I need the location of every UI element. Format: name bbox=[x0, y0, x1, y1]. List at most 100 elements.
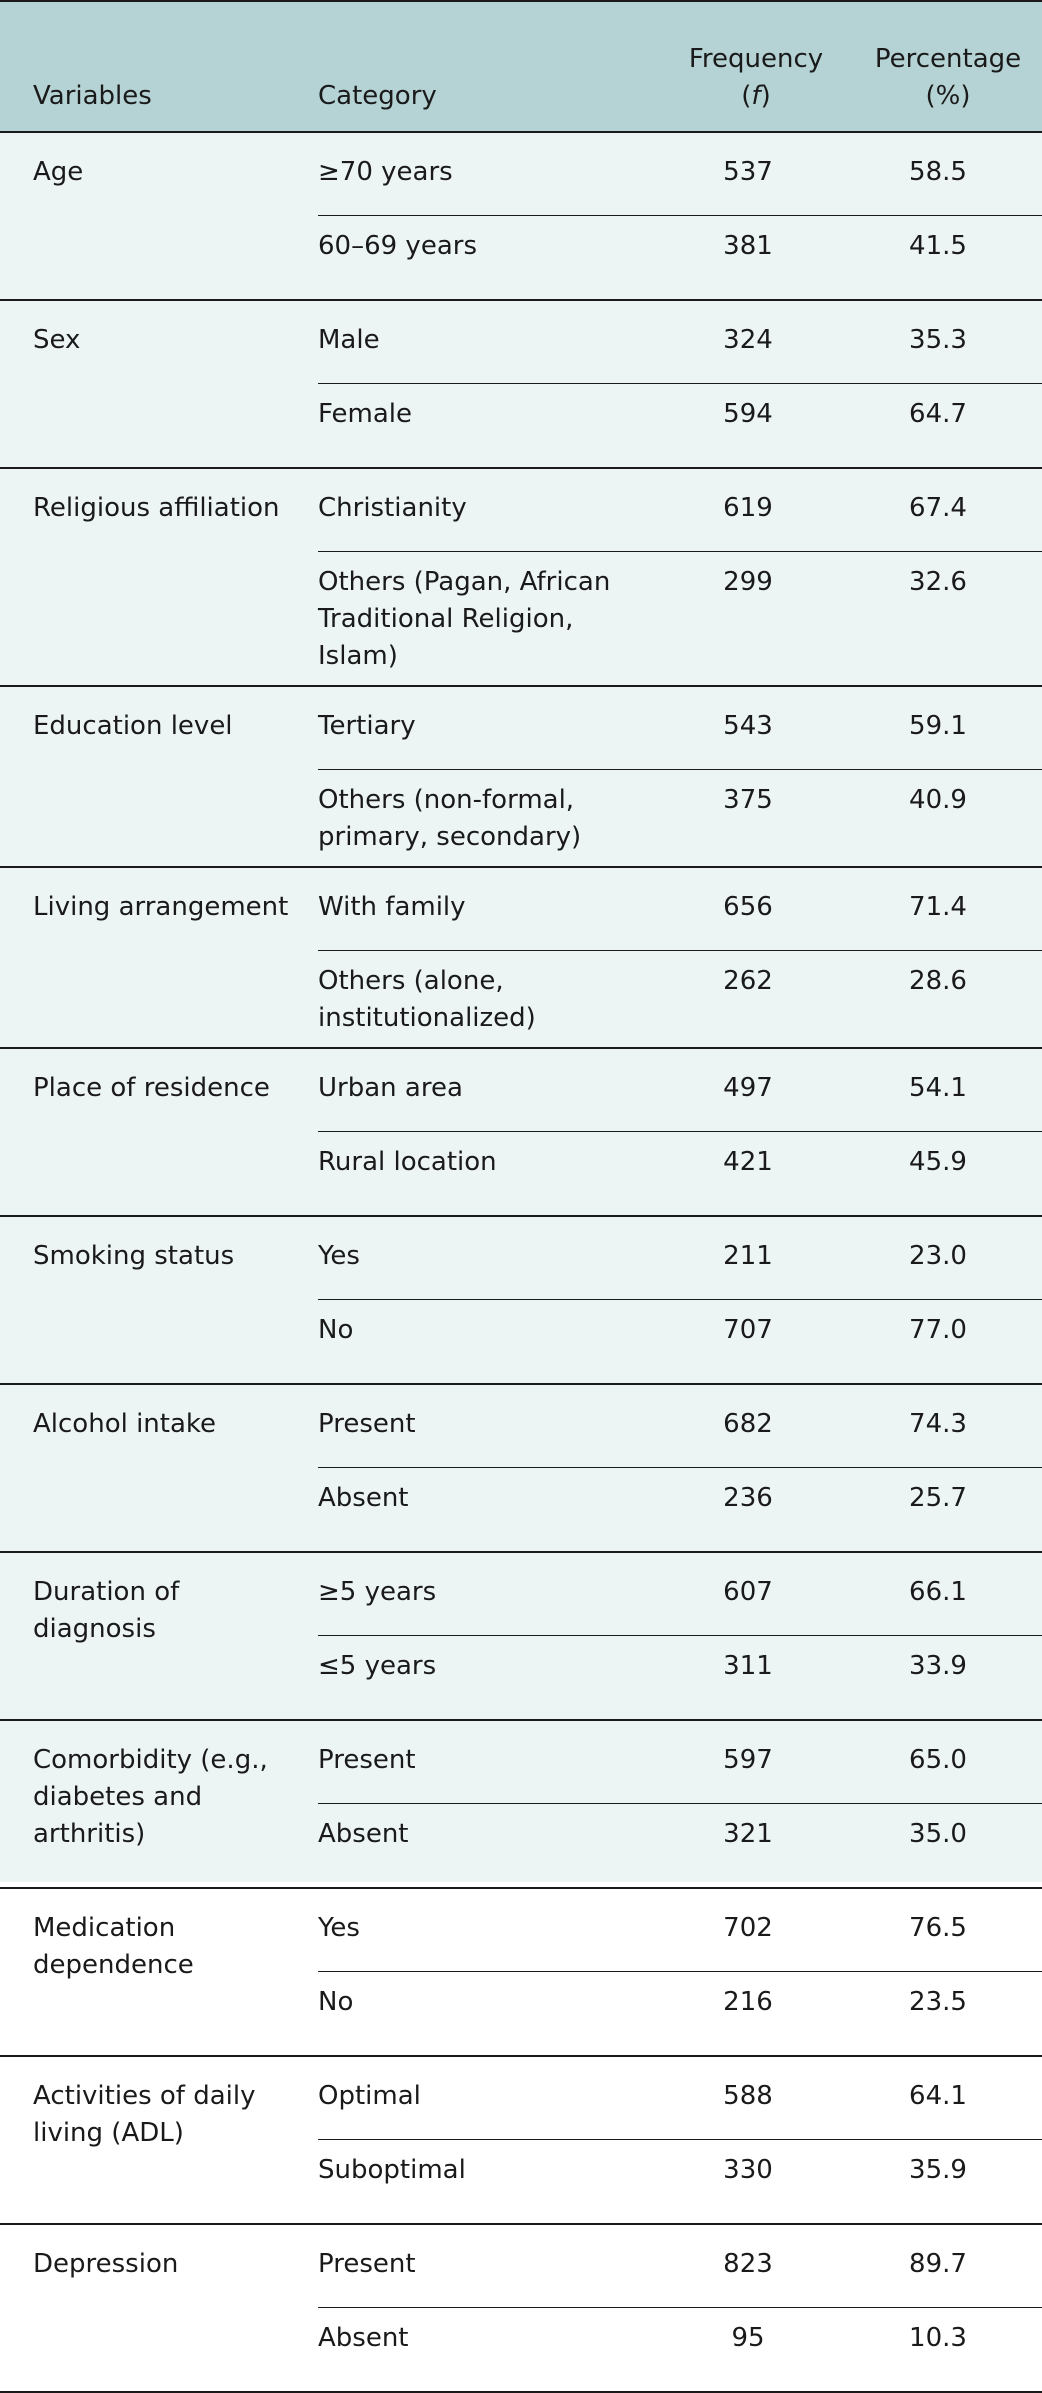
percentage-cell: 67.4 bbox=[854, 468, 1042, 552]
category-cell: Absent bbox=[318, 1803, 658, 1889]
header-frequency-close: ) bbox=[760, 81, 771, 111]
category-cell: Absent bbox=[318, 1467, 658, 1553]
table-row: Others (alone, institutionalized) 262 28.6 bbox=[0, 950, 1042, 1049]
category-cell: Suboptimal bbox=[318, 2139, 658, 2225]
table-row: Education level Tertiary 543 59.1 bbox=[0, 686, 1042, 868]
table-header: Variables Category Frequency (f) Percent… bbox=[0, 0, 1042, 133]
frequency-cell: 497 bbox=[658, 1048, 854, 1132]
category-cell: Christianity bbox=[318, 468, 658, 552]
table-row: Others (non-formal, primary, secondary) 3… bbox=[0, 769, 1042, 868]
table-row: 60–69 years 381 41.5 bbox=[0, 215, 1042, 301]
table-row: Place of residence Urban area 497 54.1 bbox=[0, 1048, 1042, 1217]
category-cell: No bbox=[318, 1299, 658, 1385]
category-cell: ≥70 years bbox=[318, 132, 658, 216]
variable-cell: Place of residence bbox=[0, 1048, 318, 1217]
table-row: Alcohol intake Present 682 74.3 bbox=[0, 1384, 1042, 1553]
category-cell: Others (Pagan, African Traditional Relig… bbox=[318, 551, 658, 687]
frequency-cell: 594 bbox=[658, 383, 854, 469]
table-row: Activities of daily living (ADL) Optimal 5… bbox=[0, 2056, 1042, 2225]
frequency-cell: 95 bbox=[658, 2307, 854, 2393]
category-cell: Rural location bbox=[318, 1131, 658, 1217]
category-cell: ≥5 years bbox=[318, 1552, 658, 1636]
percentage-cell: 65.0 bbox=[854, 1720, 1042, 1804]
variable-cell: Comorbidity (e.g., diabetes and arthriti… bbox=[0, 1720, 318, 1889]
variable-cell: Sex bbox=[0, 300, 318, 469]
frequency-cell: 381 bbox=[658, 215, 854, 301]
percentage-cell: 23.0 bbox=[854, 1216, 1042, 1300]
percentage-cell: 64.1 bbox=[854, 2056, 1042, 2140]
percentage-cell: 35.9 bbox=[854, 2139, 1042, 2225]
category-cell: Yes bbox=[318, 1216, 658, 1300]
category-cell: Present bbox=[318, 2224, 658, 2308]
category-cell: Optimal bbox=[318, 2056, 658, 2140]
percentage-cell: 41.5 bbox=[854, 215, 1042, 301]
percentage-cell: 89.7 bbox=[854, 2224, 1042, 2308]
frequency-cell: 619 bbox=[658, 468, 854, 552]
table-row: Medication dependence Yes 702 76.5 bbox=[0, 1888, 1042, 2057]
variable-cell: Living arrangement bbox=[0, 867, 318, 1049]
category-cell: Present bbox=[318, 1720, 658, 1804]
frequency-cell: 299 bbox=[658, 551, 854, 687]
variable-cell: Age bbox=[0, 132, 318, 301]
table-row: Depression Present 823 89.7 bbox=[0, 2224, 1042, 2393]
frequency-cell: 543 bbox=[658, 686, 854, 770]
category-cell: Female bbox=[318, 383, 658, 469]
category-cell: No bbox=[318, 1971, 658, 2057]
header-frequency: Frequency (f) bbox=[658, 0, 854, 133]
frequency-cell: 597 bbox=[658, 1720, 854, 1804]
frequency-cell: 375 bbox=[658, 769, 854, 868]
variable-cell: Education level bbox=[0, 686, 318, 868]
table-row: Sex Male 324 35.3 bbox=[0, 300, 1042, 469]
percentage-cell: 54.1 bbox=[854, 1048, 1042, 1132]
header-percentage-label: Percentage bbox=[874, 44, 1022, 74]
frequency-cell: 537 bbox=[658, 132, 854, 216]
table-row: Comorbidity (e.g., diabetes and arthriti… bbox=[0, 1720, 1042, 1889]
category-cell: Urban area bbox=[318, 1048, 658, 1132]
header-percentage: Percentage (%) bbox=[854, 0, 1042, 133]
header-percentage-unit: (%) bbox=[925, 81, 971, 111]
frequency-cell: 702 bbox=[658, 1888, 854, 1972]
table-row: Religious affiliation Christianity 619 67.4 bbox=[0, 468, 1042, 687]
table-row: Age ≥70 years 537 58.5 bbox=[0, 132, 1042, 301]
table-row: Living arrangement With family 656 71.4 bbox=[0, 867, 1042, 1049]
table-row: No 707 77.0 bbox=[0, 1299, 1042, 1385]
variable-cell: Smoking status bbox=[0, 1216, 318, 1385]
variable-cell: Alcohol intake bbox=[0, 1384, 318, 1553]
header-category: Category bbox=[318, 0, 658, 133]
variable-cell: Activities of daily living (ADL) bbox=[0, 2056, 318, 2225]
category-cell: Others (non-formal, primary, secondary) bbox=[318, 769, 658, 868]
frequency-cell: 216 bbox=[658, 1971, 854, 2057]
percentage-cell: 66.1 bbox=[854, 1552, 1042, 1636]
frequency-cell: 656 bbox=[658, 867, 854, 951]
percentage-cell: 58.5 bbox=[854, 132, 1042, 216]
frequency-cell: 682 bbox=[658, 1384, 854, 1468]
frequency-cell: 588 bbox=[658, 2056, 854, 2140]
category-cell: Others (alone, institutionalized) bbox=[318, 950, 658, 1049]
frequency-cell: 421 bbox=[658, 1131, 854, 1217]
table-row: Others (Pagan, African Traditional Relig… bbox=[0, 551, 1042, 687]
frequency-cell: 311 bbox=[658, 1635, 854, 1721]
header-row: Variables Category Frequency (f) Percent… bbox=[0, 0, 1042, 133]
header-frequency-symbol: f bbox=[751, 81, 761, 111]
percentage-cell: 25.7 bbox=[854, 1467, 1042, 1553]
variable-cell: Religious affiliation bbox=[0, 468, 318, 687]
frequency-cell: 236 bbox=[658, 1467, 854, 1553]
percentage-cell: 76.5 bbox=[854, 1888, 1042, 1972]
table-row: Duration of diagnosis ≥5 years 607 66.1 bbox=[0, 1552, 1042, 1721]
header-frequency-label: Frequency bbox=[688, 44, 824, 74]
category-cell: ≤5 years bbox=[318, 1635, 658, 1721]
percentage-cell: 35.3 bbox=[854, 300, 1042, 384]
category-cell: 60–69 years bbox=[318, 215, 658, 301]
percentage-cell: 33.9 bbox=[854, 1635, 1042, 1721]
percentage-cell: 71.4 bbox=[854, 867, 1042, 951]
frequency-cell: 262 bbox=[658, 950, 854, 1049]
percentage-cell: 23.5 bbox=[854, 1971, 1042, 2057]
header-frequency-open: ( bbox=[741, 81, 752, 111]
percentage-cell: 35.0 bbox=[854, 1803, 1042, 1889]
percentage-cell: 77.0 bbox=[854, 1299, 1042, 1385]
category-cell: Yes bbox=[318, 1888, 658, 1972]
table-row: Absent 236 25.7 bbox=[0, 1467, 1042, 1553]
frequency-cell: 211 bbox=[658, 1216, 854, 1300]
percentage-cell: 10.3 bbox=[854, 2307, 1042, 2393]
